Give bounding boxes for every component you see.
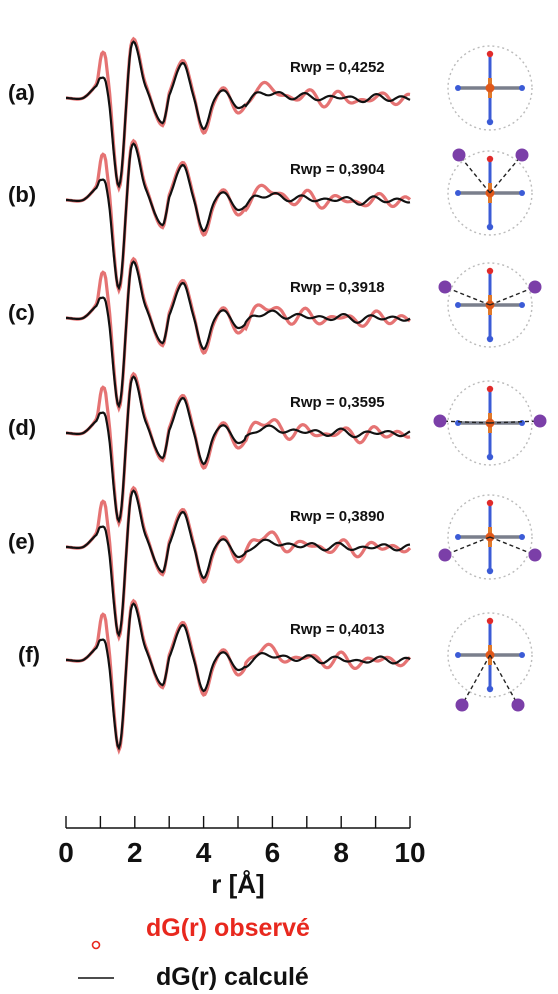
nitrogen-atom [455,534,461,540]
neighbor-atom [452,148,466,162]
legend-observed-marker [91,940,101,950]
nitrogen-atom [486,567,494,575]
neighbor-atom [528,548,542,562]
panel-a: (a) Rwp = 0,4252 [8,36,411,193]
coordination-sphere [447,45,533,131]
nitrogen-atom [486,685,494,693]
rwp-label: Rwp = 0,4013 [290,621,385,638]
panel-label: (b) [8,182,36,207]
rwp-label: Rwp = 0,3890 [290,508,385,525]
dashed-contact [489,154,523,194]
oxygen-atom [486,499,494,507]
oxygen-atom [486,50,494,58]
panel-c: (c) Rwp = 0,3918 [8,256,411,413]
nitrogen-atom [455,652,461,658]
neighbor-atom [515,148,529,162]
series-calculated-line [66,602,411,751]
x-axis-label: r [Å] [211,869,264,899]
dashed-contact [444,536,491,556]
complex-two-side-lower-neighbors-icon [438,494,542,580]
nitrogen-atom [519,420,525,426]
nitrogen-atom [455,302,461,308]
nitrogen-atom [519,302,525,308]
legend-calculated-label: dG(r) calculé [156,963,309,991]
dashed-contact [444,286,491,306]
nitrogen-atom [455,420,461,426]
nitrogen-atom [455,190,461,196]
x-tick-label: 0 [58,837,74,868]
dashed-contact [461,654,491,706]
neighbor-atom [528,280,542,294]
x-tick-label: 4 [196,837,212,868]
rwp-label: Rwp = 0,3904 [290,161,385,178]
x-tick-label: 2 [127,837,143,868]
coordination-sphere [447,262,533,348]
complex-two-upper-neighbors-icon [447,148,533,236]
panel-label: (d) [8,415,36,440]
oxygen-atom [486,617,494,625]
neighbor-atom [438,548,452,562]
nitrogen-atom [486,223,494,231]
panel-label: (a) [8,80,35,105]
x-tick-label: 6 [265,837,281,868]
oxygen-atom [486,267,494,275]
dashed-contact [489,420,541,424]
nitrogen-atom [519,652,525,658]
neighbor-atom [438,280,452,294]
panel-d: (d) Rwp = 0,3595 [8,371,411,528]
complex-two-equatorial-neighbors-icon [433,380,547,466]
dashed-contact [458,154,491,194]
octahedral-complex-no-ligand-icon [447,45,533,131]
neighbor-atom [511,698,525,712]
rwp-label: Rwp = 0,3918 [290,279,385,296]
rwp-label: Rwp = 0,3595 [290,394,385,411]
coordination-sphere [447,380,533,466]
dashed-contact [489,654,519,706]
panels-group: (a) Rwp = 0,4252 (b) Rwp = 0,3904 (c) Rwp = 0… [8,36,412,755]
neighbor-atom [533,414,547,428]
dashed-contact [489,536,536,556]
structure-icons-group [433,45,547,712]
coordination-sphere [447,150,533,236]
panel-b: (b) Rwp = 0,3904 [8,138,412,295]
panel-f: (f) Rwp = 0,4013 [18,598,412,755]
oxygen-atom [486,385,494,393]
nitrogen-atom [519,190,525,196]
legend-observed-label: dG(r) observé [146,914,310,942]
nitrogen-atom [519,534,525,540]
coordination-sphere [447,612,533,698]
complex-two-side-upper-neighbors-icon [438,262,542,348]
x-ticks-group: 0 2 4 6 8 10 [58,816,426,868]
oxygen-atom [486,155,494,163]
dashed-contact [439,420,491,424]
dashed-contact [489,286,536,306]
rwp-label: Rwp = 0,4252 [290,59,385,76]
legend: dG(r) observé dG(r) calculé [78,914,310,991]
x-axis: 0 2 4 6 8 10 r [Å] [58,816,426,899]
series-calculated-line [66,142,411,291]
coordination-sphere [447,494,533,580]
panel-label: (c) [8,300,35,325]
nitrogen-atom [486,453,494,461]
panel-label: (f) [18,642,40,667]
x-tick-label: 8 [333,837,349,868]
series-calculated-line [66,375,411,524]
neighbor-atom [433,414,447,428]
neighbor-atom [455,698,469,712]
nitrogen-atom [455,85,461,91]
series-calculated-line [66,489,411,638]
series-calculated-line [66,40,411,189]
nitrogen-atom [486,335,494,343]
nitrogen-atom [519,85,525,91]
complex-two-lower-neighbors-icon [447,612,533,712]
series-calculated-line [66,260,411,409]
metal-center-atom [485,83,495,93]
x-tick-label: 10 [394,837,425,868]
panel-e: (e) Rwp = 0,3890 [8,485,412,642]
nitrogen-atom [486,118,494,126]
panel-label: (e) [8,529,35,554]
